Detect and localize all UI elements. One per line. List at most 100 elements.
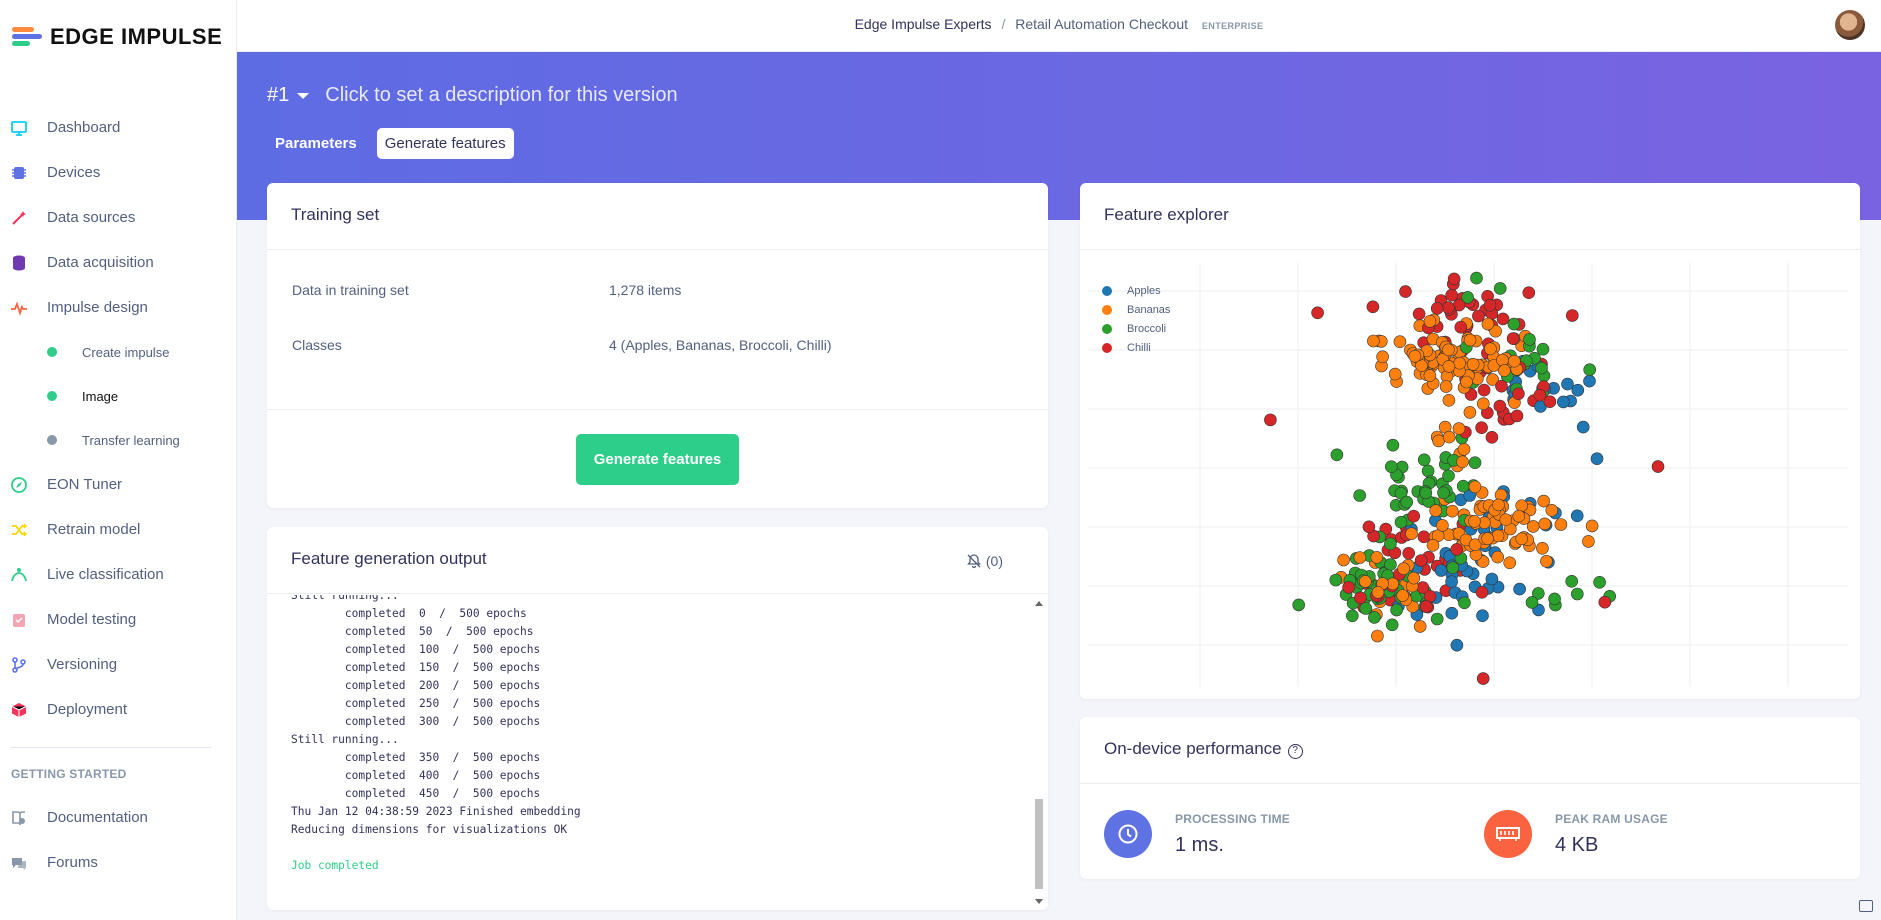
scatter-point-bananas[interactable] — [1515, 499, 1529, 512]
scatter-point-bananas[interactable] — [1423, 315, 1437, 328]
version-number[interactable]: #1 — [267, 84, 290, 106]
scatter-point-bananas[interactable] — [1496, 353, 1509, 367]
scatter-point-bananas[interactable] — [1423, 369, 1437, 382]
breadcrumb-subproject[interactable]: Retail Automation Checkout — [1015, 16, 1188, 32]
sidebar-item-data-acquisition[interactable]: Data acquisition — [0, 240, 236, 285]
scatter-point-bananas[interactable] — [1489, 324, 1502, 338]
scatter-point-apples[interactable] — [1556, 395, 1570, 409]
scatter-point-chilli[interactable] — [1366, 300, 1380, 314]
scatter-point-broccoli[interactable] — [1583, 363, 1597, 376]
scatter-point-bananas[interactable] — [1393, 335, 1407, 348]
avatar[interactable] — [1835, 10, 1865, 40]
sidebar-item-deployment[interactable]: Deployment — [0, 687, 236, 732]
scatter-point-bananas[interactable] — [1442, 343, 1455, 357]
scatter-point-chilli[interactable] — [1533, 388, 1547, 402]
scatter-point-chilli[interactable] — [1417, 530, 1431, 544]
scrollbar-thumb[interactable] — [1035, 799, 1043, 889]
scatter-point-bananas[interactable] — [1540, 554, 1553, 568]
scatter-point-broccoli[interactable] — [1394, 487, 1408, 500]
scatter-point-broccoli[interactable] — [1430, 612, 1444, 626]
scatter-point-chilli[interactable] — [1450, 543, 1464, 556]
scatter-point-bananas[interactable] — [1445, 504, 1459, 518]
scatter-point-chilli[interactable] — [1419, 600, 1433, 613]
scatter-point-bananas[interactable] — [1429, 504, 1443, 517]
sidebar-item-live-classification[interactable]: Live classification — [0, 552, 236, 597]
scatter-point-chilli[interactable] — [1412, 307, 1426, 321]
scatter-point-apples[interactable] — [1561, 377, 1574, 391]
scatter-point-broccoli[interactable] — [1386, 438, 1400, 452]
scatter-point-chilli[interactable] — [1476, 672, 1490, 685]
scatter-point-bananas[interactable] — [1407, 571, 1421, 585]
scatter-point-bananas[interactable] — [1460, 375, 1473, 389]
scatter-point-bananas[interactable] — [1376, 350, 1389, 364]
scatter-point-bananas[interactable] — [1481, 532, 1494, 545]
scatter-point-bananas[interactable] — [1452, 422, 1466, 435]
scatter-point-chilli[interactable] — [1506, 332, 1520, 345]
scatter-point-chilli[interactable] — [1475, 585, 1489, 599]
scatter-point-bananas[interactable] — [1442, 430, 1456, 444]
scatter-point-bananas[interactable] — [1426, 538, 1440, 552]
scatter-point-broccoli[interactable] — [1456, 479, 1470, 493]
scatter-point-broccoli[interactable] — [1419, 486, 1433, 500]
scatter-point-chilli[interactable] — [1402, 546, 1416, 560]
sidebar-item-model-testing[interactable]: Model testing — [0, 597, 236, 642]
scatter-point-bananas[interactable] — [1536, 541, 1549, 555]
sidebar-item-versioning[interactable]: Versioning — [0, 642, 236, 687]
scatter-point-chilli[interactable] — [1442, 301, 1455, 314]
scatter-point-chilli[interactable] — [1512, 387, 1525, 401]
sidebar-item-devices[interactable]: Devices — [0, 150, 236, 195]
scatter-point-bananas[interactable] — [1498, 364, 1511, 377]
legend-item[interactable]: Apples — [1102, 281, 1170, 300]
scatter-point-broccoli[interactable] — [1468, 456, 1482, 469]
scatter-point-chilli[interactable] — [1510, 409, 1524, 423]
notifications-toggle[interactable]: (0) — [966, 553, 1003, 569]
scatter-point-chilli[interactable] — [1565, 309, 1579, 322]
scatter-point-bananas[interactable] — [1481, 317, 1495, 331]
scatter-point-bananas[interactable] — [1512, 509, 1526, 523]
scatter-point-bananas[interactable] — [1442, 394, 1456, 407]
scatter-point-chilli[interactable] — [1362, 520, 1376, 534]
scatter-point-bananas[interactable] — [1436, 519, 1449, 532]
scatter-point-broccoli[interactable] — [1400, 495, 1414, 509]
scatter-point-chilli[interactable] — [1430, 302, 1444, 315]
scatter-point-broccoli[interactable] — [1531, 587, 1545, 600]
scatter-point-broccoli[interactable] — [1461, 291, 1474, 304]
scatter-point-bananas[interactable] — [1456, 455, 1469, 469]
scatter-point-chilli[interactable] — [1454, 320, 1468, 334]
scatter-point-chilli[interactable] — [1354, 591, 1367, 605]
scatter-point-bananas[interactable] — [1457, 443, 1471, 456]
scatter-point-chilli[interactable] — [1543, 395, 1557, 408]
scatter-point-broccoli[interactable] — [1442, 469, 1455, 483]
scatter-point-apples[interactable] — [1570, 509, 1584, 523]
scatter-point-chilli[interactable] — [1485, 431, 1499, 444]
scatter-point-chilli[interactable] — [1445, 288, 1459, 302]
breadcrumb-project[interactable]: Edge Impulse Experts — [854, 16, 992, 32]
scatter-point-chilli[interactable] — [1493, 399, 1507, 413]
sidebar-item-retrain-model[interactable]: Retrain model — [0, 507, 236, 552]
scatter-point-broccoli[interactable] — [1493, 282, 1507, 295]
scatter-point-chilli[interactable] — [1399, 285, 1412, 298]
scatter-point-broccoli[interactable] — [1565, 574, 1579, 588]
scatter-point-broccoli[interactable] — [1458, 596, 1471, 610]
sidebar-item-forums[interactable]: Forums — [0, 840, 236, 885]
scatter-point-bananas[interactable] — [1554, 518, 1568, 531]
scatter-point-broccoli[interactable] — [1417, 453, 1431, 467]
chevron-down-icon[interactable] — [297, 92, 310, 99]
scatter-point-chilli[interactable] — [1483, 298, 1497, 312]
legend-item[interactable]: Chilli — [1102, 338, 1170, 357]
scatter-point-bananas[interactable] — [1491, 550, 1505, 564]
console-scrollbar[interactable] — [1034, 599, 1044, 904]
scatter-point-bananas[interactable] — [1538, 517, 1552, 531]
scatter-point-bananas[interactable] — [1515, 532, 1529, 546]
logo[interactable]: EDGE IMPULSE — [12, 24, 222, 50]
scatter-point-broccoli[interactable] — [1446, 561, 1460, 575]
scatter-point-bananas[interactable] — [1405, 527, 1418, 541]
feedback-icon[interactable] — [1859, 900, 1873, 912]
scatter-point-broccoli[interactable] — [1470, 271, 1483, 285]
sidebar-item-impulse-design[interactable]: Impulse design — [0, 285, 236, 330]
scatter-point-broccoli[interactable] — [1535, 361, 1548, 375]
scatter-point-apples[interactable] — [1445, 575, 1458, 589]
scatter-point-broccoli[interactable] — [1384, 460, 1398, 473]
scatter-point-bananas[interactable] — [1585, 519, 1599, 533]
tab-generate-features[interactable]: Generate features — [376, 128, 514, 159]
